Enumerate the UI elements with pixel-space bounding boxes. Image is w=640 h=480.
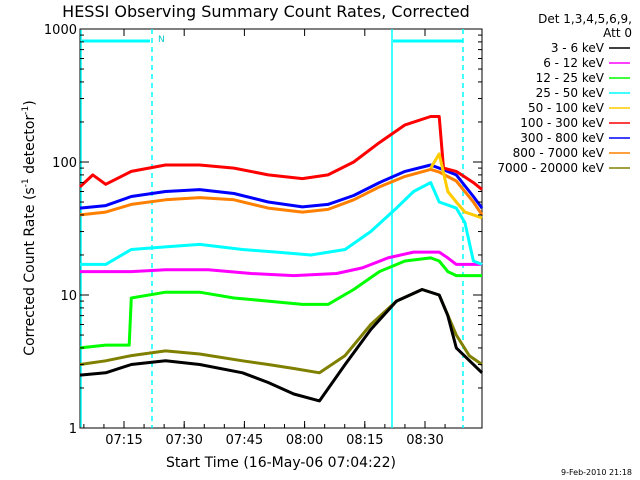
y-axis-label-mid: detector [22, 115, 38, 179]
series-layer [78, 115, 484, 403]
series-line-25-50-kev [80, 181, 483, 266]
y-axis-label-end: ) [22, 100, 38, 105]
legend-label: 300 - 800 keV [520, 131, 604, 145]
y-axis: 1 10 100 1000 [44, 23, 482, 437]
legend-label: 3 - 6 keV [551, 41, 605, 55]
legend-label: 6 - 12 keV [543, 56, 605, 70]
y-tick-label: 1000 [44, 23, 77, 38]
chart-title: HESSI Observing Summary Count Rates, Cor… [62, 2, 470, 21]
y-tick-label: 10 [60, 289, 77, 304]
legend-header-line-1: Det 1,3,4,5,6,9, [538, 12, 632, 26]
legend-header-line-2: Att 0 [603, 26, 632, 40]
y-tick-label: 100 [52, 156, 77, 171]
x-tick-label: 08:30 [406, 433, 443, 448]
annotation-n: N [158, 35, 165, 45]
legend-label: 100 - 300 keV [520, 116, 604, 130]
legend-label: 50 - 100 keV [528, 101, 605, 115]
timestamp: 9-Feb-2010 21:18 [561, 468, 632, 477]
legend-label: 12 - 25 keV [536, 71, 605, 85]
plot-frame [79, 28, 483, 429]
series-line-6-12-kev [80, 250, 482, 278]
y-axis-label-main: Corrected Count Rate (s [22, 187, 38, 355]
y-tick-label: 1 [69, 422, 77, 437]
series-line-100-300-kev [78, 115, 483, 191]
y-axis-label-sup1: -1 [21, 178, 31, 187]
x-tick-label: 07:30 [165, 433, 202, 448]
y-axis-label: Corrected Count Rate (s-1 detector-1) [21, 100, 38, 355]
x-axis-label: Start Time (16-May-06 07:04:22) [166, 455, 396, 471]
x-tick-label: 08:00 [286, 433, 323, 448]
series-line-300-800-kev [79, 163, 484, 210]
series-line-12-25-kev [79, 256, 482, 350]
legend-label: 25 - 50 keV [536, 86, 605, 100]
y-axis-label-sup2: -1 [21, 106, 31, 115]
series-line-3-6-kev [79, 288, 484, 403]
x-tick-label: 08:15 [346, 433, 383, 448]
x-axis: 07:15 07:30 07:45 08:00 08:15 08:30 [83, 29, 446, 448]
series-line-50-100-kev [429, 152, 483, 220]
annotation-lines [80, 29, 464, 428]
x-tick-label: 07:45 [226, 433, 263, 448]
legend-label: 7000 - 20000 keV [497, 161, 604, 175]
x-tick-label: 07:15 [105, 433, 142, 448]
legend-label: 800 - 7000 keV [513, 146, 605, 160]
